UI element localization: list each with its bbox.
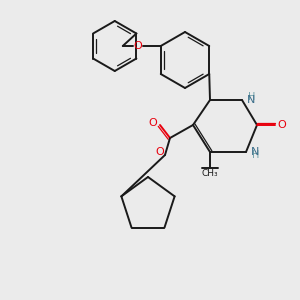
Text: H: H xyxy=(248,92,256,102)
Text: O: O xyxy=(134,41,142,51)
Text: O: O xyxy=(278,120,286,130)
Text: O: O xyxy=(156,147,164,157)
Text: H: H xyxy=(252,150,260,160)
Text: CH₃: CH₃ xyxy=(202,169,218,178)
Text: N: N xyxy=(247,95,255,105)
Text: O: O xyxy=(148,118,158,128)
Text: N: N xyxy=(251,147,260,157)
